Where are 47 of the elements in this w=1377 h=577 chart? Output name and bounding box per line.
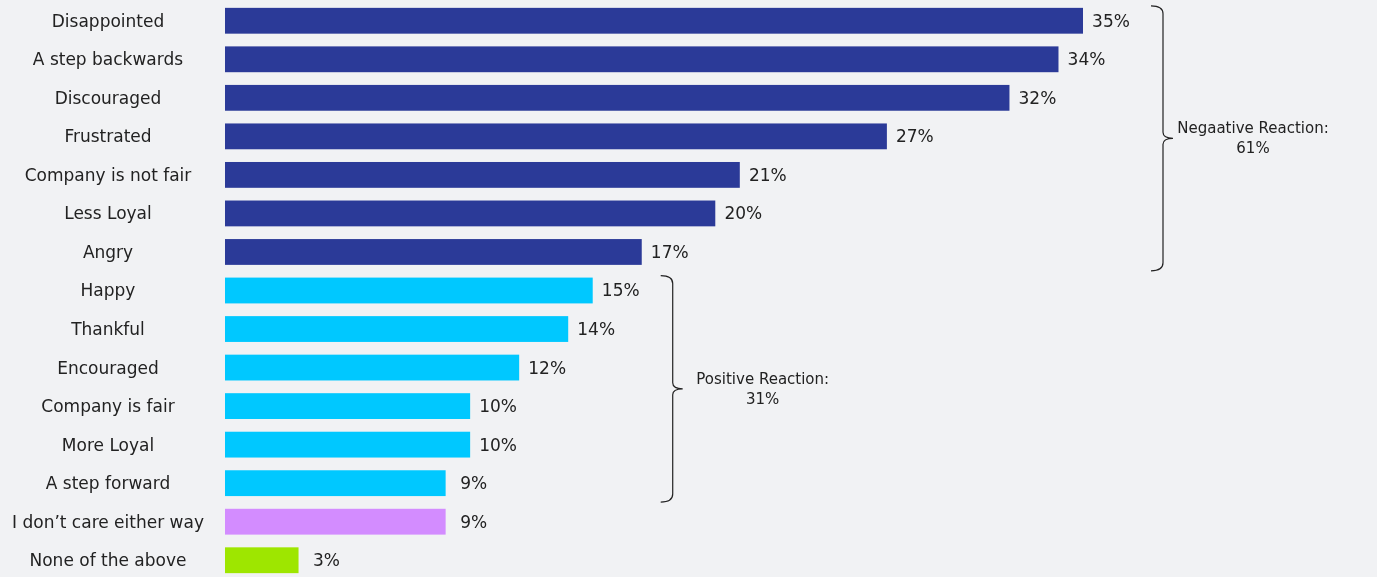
y-tick-label: A step backwards [32,49,184,70]
y-tick-label: Frustrated [64,126,152,147]
bar [225,161,740,188]
y-tick-label: Disappointed [51,10,165,31]
data-label: 34% [1067,49,1106,70]
bar [225,316,569,342]
bar [225,7,1083,34]
bar [225,239,642,265]
bar [225,470,446,497]
y-tick-label: Happy [80,280,136,301]
y-tick-label: Encouraged [57,357,159,378]
bar [225,123,887,150]
data-label: 27% [895,126,934,147]
data-label: 21% [748,164,787,185]
data-label: 9% [460,473,488,494]
annotation: Positive Reaction: 31% [696,369,830,408]
y-tick-label: None of the above [29,550,187,571]
data-label: 9% [460,511,488,532]
y-tick-label: A step forward [45,473,171,494]
y-tick-label: Thankful [70,318,145,339]
data-label: 12% [528,357,567,378]
data-label: 15% [601,280,640,301]
y-tick-label: Angry [82,241,134,262]
data-label: 14% [577,318,616,339]
bar [225,547,299,574]
y-tick-label: I don’t care either way [12,511,204,532]
text: Negaative Reaction: 61% [1177,119,1329,158]
y-tick-label: Company is not fair [24,164,192,185]
y-tick-label: Company is fair [41,396,175,417]
bar [225,431,471,458]
bar [225,277,593,304]
bar [225,508,446,535]
data-label: 3% [313,550,341,571]
y-tick-label: Less Loyal [64,203,152,224]
data-label: 32% [1018,87,1057,108]
bar [225,200,716,227]
y-tick-label: More Loyal [61,434,155,455]
data-label: 10% [479,434,518,455]
data-label: 17% [650,241,689,262]
bar [225,46,1059,73]
y-tick-label: Discouraged [54,87,162,108]
data-label: 20% [724,203,763,224]
bar [225,393,471,420]
bar [225,84,1010,111]
data-label: 35% [1092,10,1130,31]
data-label: 10% [479,396,518,417]
bar [225,354,520,381]
